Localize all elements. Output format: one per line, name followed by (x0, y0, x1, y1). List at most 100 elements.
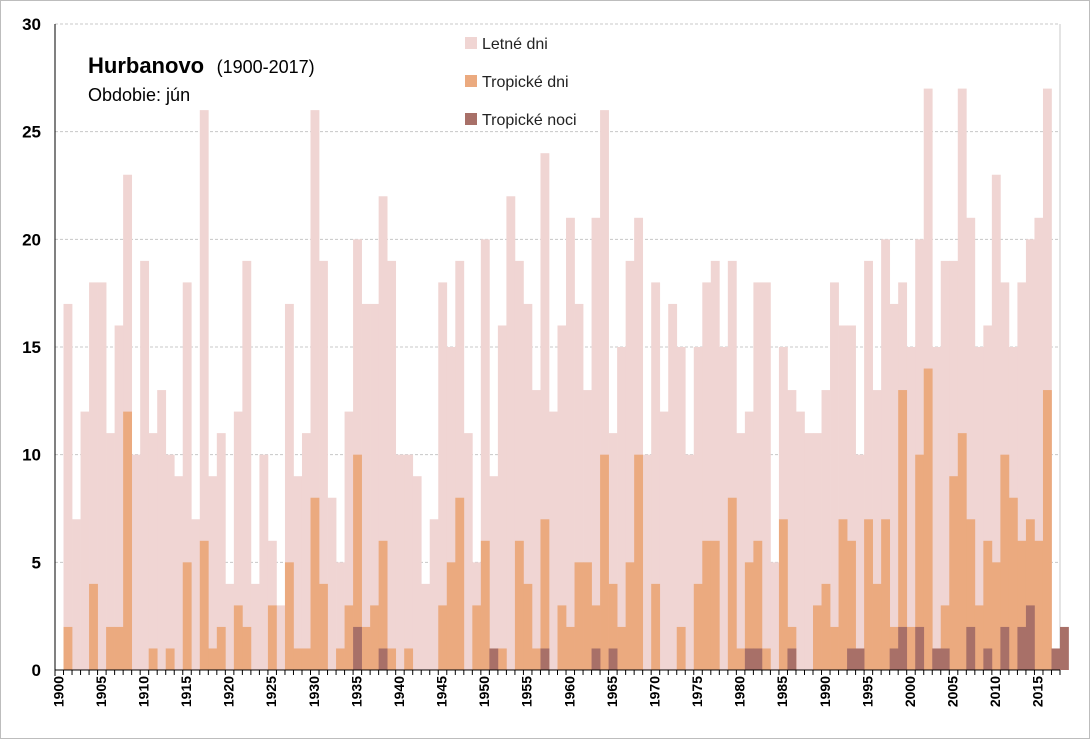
bar-2001 (915, 626, 925, 670)
bar-2008 (974, 347, 984, 670)
bar-1939 (387, 648, 397, 670)
bar-1935 (353, 626, 362, 670)
bar-1976 (702, 282, 712, 670)
bar-2004 (940, 605, 950, 670)
chart-title-period: (1900-2017) (217, 57, 315, 77)
y-tick-label: 10 (22, 446, 41, 465)
x-tick-label: 1945 (434, 676, 450, 707)
y-tick-label: 0 (32, 661, 41, 680)
bar-1965 (608, 433, 618, 670)
bar-1929 (301, 433, 311, 670)
bar-1987 (795, 411, 805, 670)
x-tick-label: 1930 (306, 676, 322, 707)
bar-1997 (881, 239, 891, 670)
bar-1944 (429, 519, 439, 670)
bar-1995 (864, 519, 873, 670)
bar-1924 (259, 454, 269, 670)
bar-2017 (1051, 648, 1061, 670)
x-tick-label: 1935 (348, 676, 364, 707)
x-tick-label: 1985 (774, 676, 790, 707)
bar-1947 (455, 497, 465, 670)
bar-1938 (378, 648, 388, 670)
bar-1936 (361, 303, 371, 670)
bar-1950 (480, 239, 490, 670)
bar-1996 (872, 583, 882, 670)
bar-1989 (813, 605, 822, 670)
bar-1916 (191, 519, 201, 670)
bar-1954 (514, 260, 524, 670)
bar-1912 (157, 390, 167, 670)
bar-2005 (949, 476, 959, 670)
bar-1974 (685, 454, 695, 670)
x-tick-label: 1995 (859, 676, 875, 707)
y-tick-label: 30 (22, 15, 41, 34)
bar-1977 (710, 540, 720, 670)
bar-2006 (957, 433, 967, 670)
bar-1937 (370, 605, 379, 670)
bar-1966 (617, 347, 626, 670)
bar-1906 (106, 626, 115, 670)
bar-1963 (591, 648, 601, 670)
x-tick-label: 1960 (561, 676, 577, 707)
bar-1901 (63, 303, 73, 670)
bar-1931 (319, 260, 328, 670)
bar-1993 (847, 648, 856, 670)
bar-1904 (89, 583, 98, 670)
bar-1952 (497, 325, 507, 670)
bar-1904 (89, 282, 98, 670)
bar-1932 (327, 497, 337, 670)
bar-1985 (778, 519, 788, 670)
bar-1935 (353, 239, 362, 670)
bar-1975 (693, 583, 703, 670)
bar-1991 (830, 282, 839, 670)
bar-1968 (634, 454, 644, 670)
bar-1919 (216, 626, 226, 670)
legend-swatch-letne-dni (465, 37, 477, 49)
bar-1979 (727, 497, 737, 670)
x-tick-label: 1950 (476, 676, 492, 707)
bar-2007 (966, 217, 976, 671)
bar-2005 (949, 260, 959, 670)
x-tick-label: 1940 (391, 676, 407, 707)
bar-1922 (242, 626, 252, 670)
bar-2003 (932, 648, 942, 670)
y-axis: 0 5 10 15 20 25 30 (22, 15, 41, 680)
bar-1915 (182, 282, 192, 670)
bar-1950 (480, 540, 490, 670)
bar-1993 (847, 325, 856, 670)
bar-1990 (821, 583, 831, 670)
legend-label-tropicke-dni: Tropické dni (482, 74, 569, 91)
bar-2015 (1034, 217, 1044, 671)
bar-1998 (889, 303, 899, 670)
x-tick-label: 1915 (178, 676, 194, 707)
bar-1982 (753, 282, 763, 670)
bar-1994 (855, 454, 865, 670)
bar-2015 (1034, 540, 1044, 670)
x-tick-label: 1970 (646, 676, 662, 707)
bar-1934 (344, 605, 354, 670)
x-tick-label: 1920 (221, 676, 237, 707)
bar-2013 (1017, 540, 1027, 670)
bar-1980 (736, 433, 746, 670)
bar-1946 (446, 347, 456, 670)
bar-1964 (600, 110, 609, 670)
bar-1986 (787, 390, 797, 670)
bar-1901 (63, 626, 73, 670)
x-tick-label: 1905 (93, 676, 109, 707)
bar-1967 (625, 260, 635, 670)
bar-1909 (131, 454, 141, 670)
bar-1925 (267, 605, 277, 670)
y-tick-label: 5 (32, 553, 41, 572)
chart-title-block: Hurbanovo (1900-2017) Obdobie: jún (88, 53, 315, 105)
bar-2014 (1025, 519, 1035, 670)
bar-1969 (642, 454, 652, 670)
bar-1983 (761, 648, 771, 670)
bar-1955 (523, 583, 533, 670)
bar-1981 (744, 411, 754, 670)
bar-1933 (336, 562, 345, 670)
legend-label-letne-dni: Letné dni (482, 36, 548, 53)
x-tick-label: 1990 (817, 676, 833, 707)
bar-1963 (591, 217, 601, 671)
x-tick-label: 1975 (689, 676, 705, 707)
x-tick-label: 1955 (519, 676, 535, 707)
